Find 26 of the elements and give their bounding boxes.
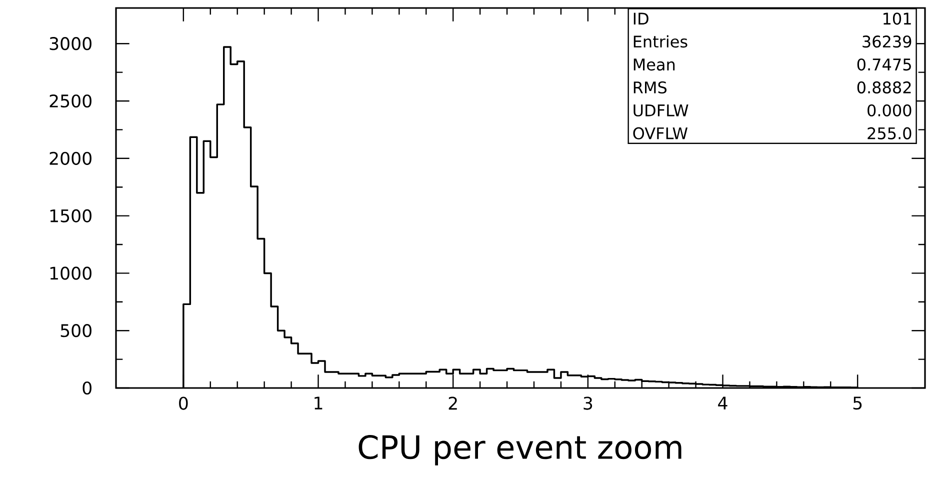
annotation: 255.0 — [868, 127, 912, 140]
annotation: ID — [634, 12, 648, 24]
annotation: OVFLW — [633, 127, 688, 140]
annotation: 0.8882 — [857, 81, 911, 94]
x-axis-title: CPU per event zoom — [358, 434, 682, 466]
x-tick-label: 0 — [179, 396, 188, 410]
x-tick-label: 2 — [448, 396, 457, 410]
y-tick-label: 1500 — [50, 209, 92, 222]
annotation: Entries — [634, 35, 688, 48]
y-tick-label: 1000 — [50, 266, 92, 280]
x-tick-label: 5 — [853, 396, 862, 410]
annotation: 0.7475 — [857, 58, 911, 71]
annotation: 101 — [884, 12, 911, 25]
x-tick-label: 1 — [314, 396, 322, 410]
x-tick-label: 3 — [584, 396, 592, 410]
annotation: Mean — [634, 58, 675, 71]
y-tick-label: 2500 — [50, 94, 92, 108]
y-tick-label: 2000 — [50, 152, 92, 165]
annotation: UDFLW — [634, 104, 688, 116]
x-tick-label: 4 — [718, 396, 728, 410]
annotation: 36239 — [862, 36, 912, 48]
y-tick-label: 500 — [60, 324, 92, 338]
y-tick-label: 3000 — [50, 37, 92, 50]
annotation: 0.000 — [868, 104, 912, 116]
annotation: RMS — [634, 81, 667, 94]
y-tick-label: 0 — [82, 381, 92, 395]
